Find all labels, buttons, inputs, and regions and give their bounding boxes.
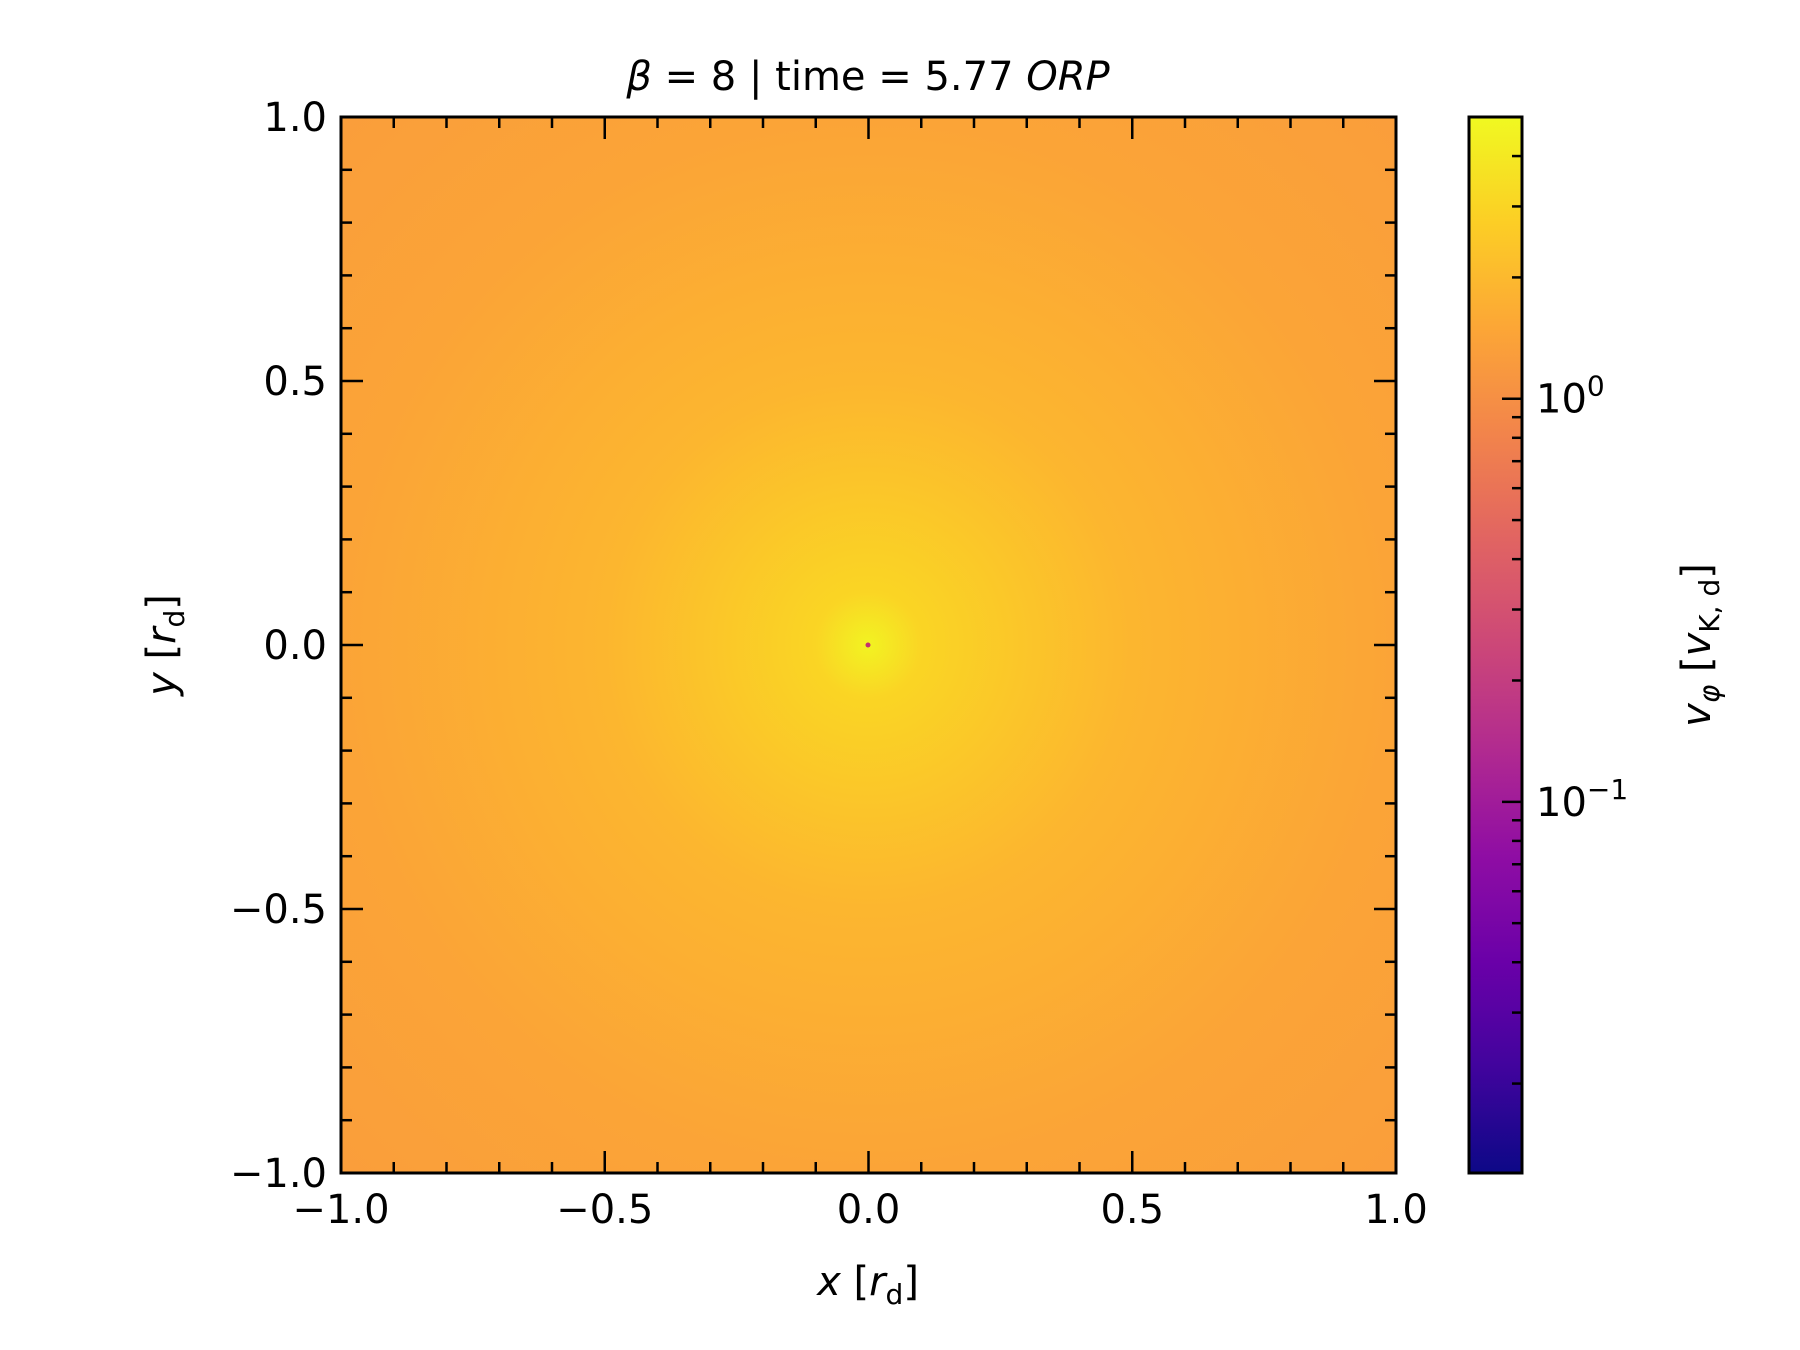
x-axis-close: ] — [903, 1259, 919, 1305]
title-unit: ORP — [1026, 54, 1110, 100]
y-tick-labels: −1.0 −0.5 0.0 0.5 1.0 — [230, 95, 327, 1197]
colorbar: 100 10−1 — [1467, 115, 1628, 1175]
colorbar-fill — [1469, 117, 1522, 1173]
y-tick-label: 0.5 — [263, 359, 327, 405]
x-tick-label: 1.0 — [1364, 1187, 1428, 1233]
colorbar-label: vφ [vK, d] — [1674, 563, 1726, 727]
y-tick-label: 0.0 — [263, 623, 327, 669]
y-tick-label: −1.0 — [230, 1151, 327, 1197]
x-axis-unit: r — [869, 1259, 888, 1305]
title-beta: β — [625, 54, 652, 100]
heatmap-area — [341, 117, 1396, 1173]
colorbar-tick-label: 10−1 — [1536, 773, 1628, 826]
colorbar-label-close: ] — [1674, 563, 1720, 579]
x-axis-unit-sub: d — [886, 1278, 904, 1311]
colorbar-tick-labels: 100 10−1 — [1536, 370, 1628, 826]
x-axis-var: x — [815, 1259, 841, 1305]
y-axis-label: y [rd] — [139, 594, 191, 697]
colorbar-label-var-sub: φ — [1693, 684, 1726, 703]
x-tick-labels: −1.0 −0.5 0.0 0.5 1.0 — [292, 1187, 1427, 1233]
colorbar-label-unit-sub: K, d — [1693, 579, 1726, 633]
x-tick-label: 0.5 — [1100, 1187, 1164, 1233]
x-axis-label: x [rd] — [815, 1259, 919, 1311]
x-axis-open: [ — [841, 1259, 869, 1305]
y-tick-label: −0.5 — [230, 887, 327, 933]
colorbar-tick-label: 100 — [1536, 370, 1605, 423]
colorbar-label-var: v — [1674, 702, 1720, 727]
y-axis-open: [ — [139, 644, 185, 672]
colorbar-frame — [1467, 115, 1524, 1175]
y-axis-var: y — [139, 671, 185, 697]
title-middle: = 8 | time = 5.77 — [652, 54, 1026, 100]
y-axis-unit-sub: d — [158, 610, 191, 628]
colorbar-label-open: [ — [1674, 656, 1720, 684]
colorbar-label-unit: v — [1674, 631, 1720, 656]
y-tick-label: 1.0 — [263, 95, 327, 141]
colorbar-ticks — [1502, 115, 1522, 1085]
x-tick-label: 0.0 — [837, 1187, 901, 1233]
y-axis-unit: r — [139, 625, 185, 644]
plot-frame — [339, 115, 1398, 1175]
y-axis-close: ] — [139, 594, 185, 610]
x-tick-label: −1.0 — [292, 1187, 389, 1233]
chart-title: β = 8 | time = 5.77 ORP — [625, 54, 1110, 100]
x-tick-label: −0.5 — [556, 1187, 653, 1233]
center-singularity — [865, 642, 871, 648]
